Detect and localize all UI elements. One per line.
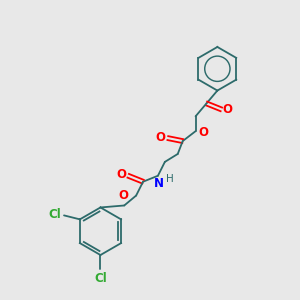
Text: H: H (166, 174, 174, 184)
Text: O: O (116, 168, 126, 181)
Text: O: O (118, 188, 128, 202)
Text: N: N (154, 177, 164, 190)
Text: O: O (156, 130, 166, 144)
Text: Cl: Cl (48, 208, 61, 221)
Text: O: O (199, 126, 208, 139)
Text: O: O (222, 103, 232, 116)
Text: Cl: Cl (94, 272, 107, 285)
